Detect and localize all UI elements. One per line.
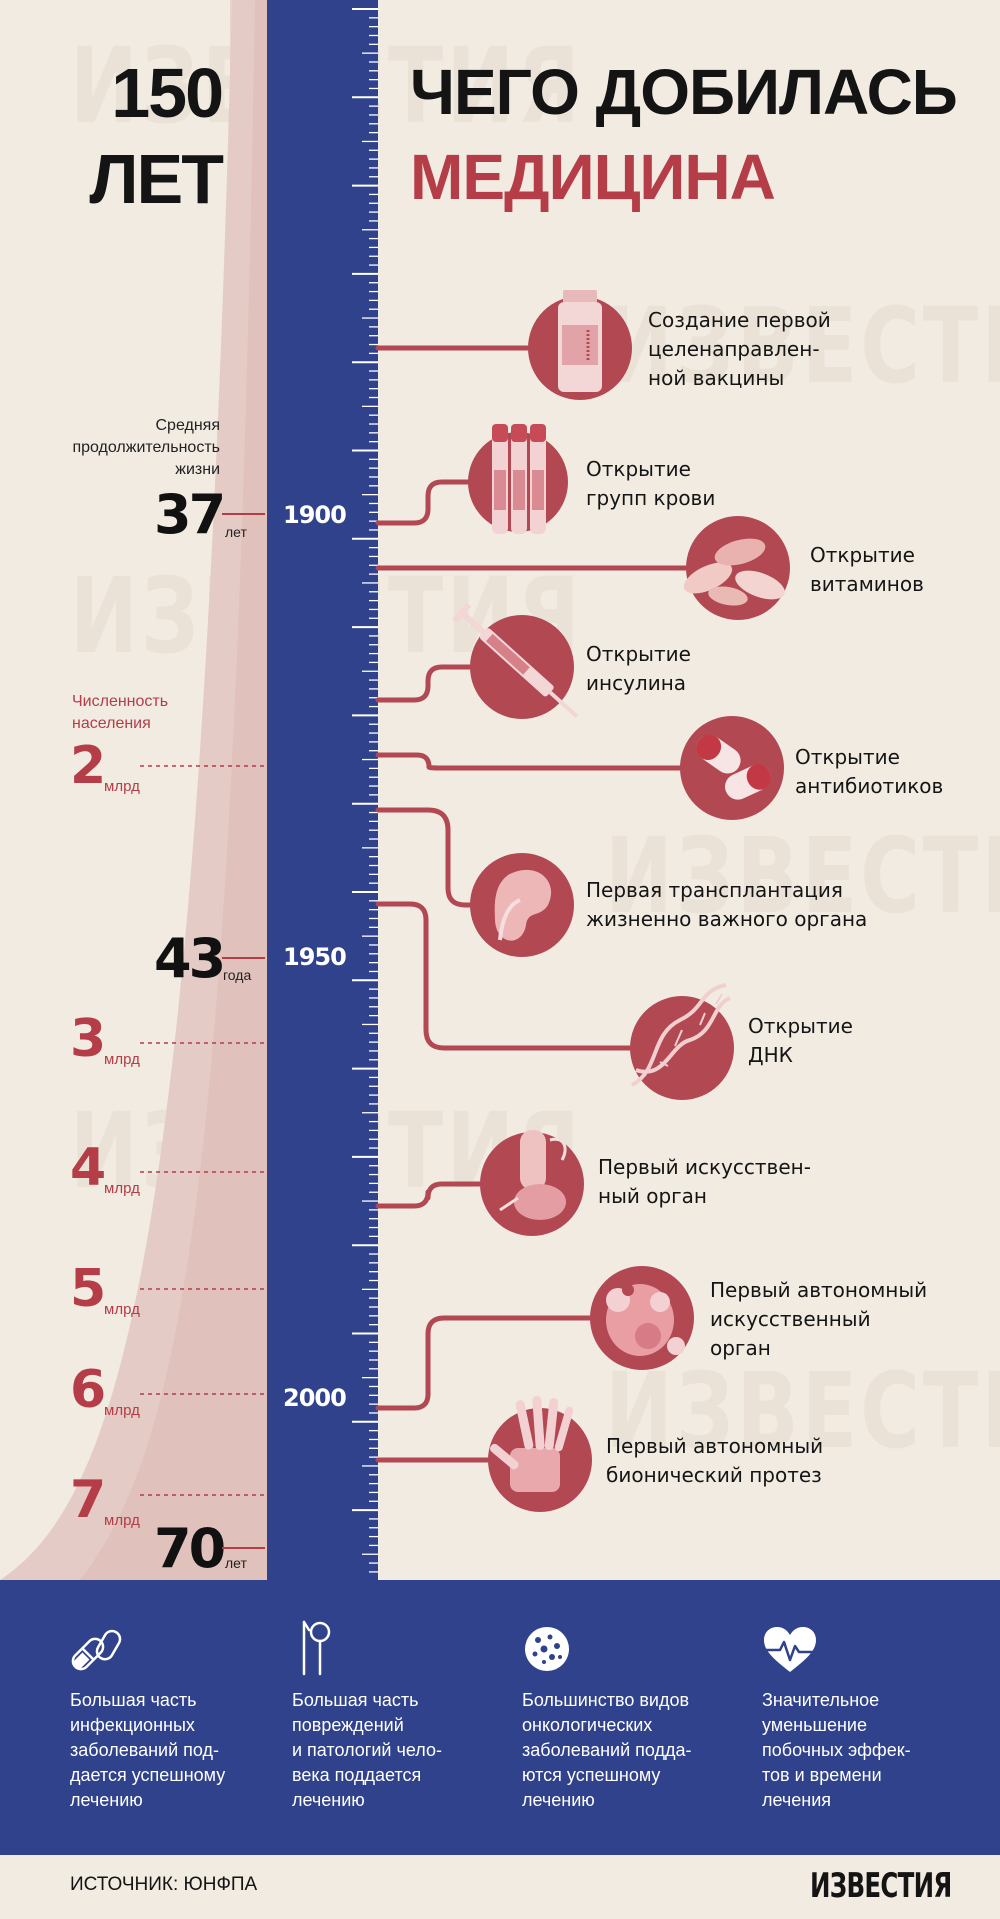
population-value: 4 (70, 1138, 107, 1198)
watermark: ИЗВЕСТИЯ (605, 1350, 1000, 1472)
watermark: ИЗВЕСТИЯ (605, 285, 1000, 407)
population-unit: млрд (104, 1301, 140, 1318)
event-label: Открытие витаминов (810, 543, 924, 596)
population-unit: млрд (104, 1180, 140, 1197)
benefits-panel: Большая часть инфекционных заболеваний п… (0, 1580, 1000, 1855)
artificial-heart-icon (590, 1266, 694, 1370)
event-label: Открытие инсулина (586, 642, 691, 695)
source-note: ИСТОЧНИК: ЮНФПА (70, 1874, 258, 1895)
blood-tubes-icon (468, 424, 568, 534)
event-label: Первый автономный искусственный орган (710, 1278, 928, 1360)
benefit-text: Большая часть повреждений и патологий че… (292, 1690, 442, 1810)
timeline-connectors (375, 345, 693, 1463)
life-expectancy-value: 37 (154, 483, 226, 546)
event-label: Первый автономный бионический протез (606, 1434, 824, 1487)
cancer-cell-icon (525, 1627, 569, 1671)
population-unit: млрд (104, 1512, 140, 1529)
event-label: Открытие групп крови (586, 457, 716, 510)
life-expectancy-caption: Средняя продолжительность жизни (72, 417, 220, 478)
benefit-text: Большая часть инфекционных заболеваний п… (70, 1690, 226, 1810)
event-label: Открытие антибиотиков (795, 745, 944, 798)
life-expectancy-value: 43 (154, 927, 226, 990)
title-years: ЛЕТ (89, 140, 224, 218)
syringe-icon (452, 602, 579, 719)
year-2000: 2000 (283, 1384, 347, 1412)
life-expectancy-value: 70 (154, 1517, 226, 1580)
year-1900: 1900 (283, 501, 347, 529)
life-expectancy-unit: года (223, 967, 252, 983)
population-value: 7 (70, 1470, 107, 1530)
title-150: 150 (111, 54, 224, 132)
timeline-scale (267, 0, 378, 1580)
bionic-hand-icon (488, 1395, 592, 1512)
surgical-instruments-icon (302, 1620, 331, 1676)
benefit-text: Большинство видов онкологических заболев… (522, 1690, 692, 1810)
vaccine-vial-icon (528, 290, 632, 400)
page-title: ЧЕГО ДОБИЛАСЬ (410, 56, 958, 128)
population-value: 5 (70, 1259, 107, 1319)
watermark: ИЗВЕСТИЯ (605, 815, 1000, 937)
antibiotic-pills-icon (680, 716, 784, 820)
artificial-organ-icon (480, 1130, 584, 1236)
event-label: Открытие ДНК (748, 1014, 853, 1067)
pills-icon (71, 1629, 122, 1671)
heartbeat-icon (764, 1627, 816, 1672)
page-title-accent: МЕДИЦИНА (410, 141, 776, 213)
population-value: 6 (70, 1360, 107, 1420)
kidney-icon (470, 853, 574, 957)
brand-logo: ИЗВЕСТИЯ (810, 1866, 952, 1906)
event-label: Создание первой целенаправлен- ной вакци… (648, 308, 831, 390)
year-1950: 1950 (283, 943, 347, 971)
timeline-ruler (352, 8, 378, 1573)
population-caption: Численность населения (72, 693, 169, 732)
population-value: 3 (70, 1009, 107, 1069)
event-label: Первый искусствен- ный орган (598, 1155, 811, 1208)
population-unit: млрд (104, 1051, 140, 1068)
event-label: Первая трансплантация жизненно важного о… (586, 878, 868, 931)
life-expectancy-unit: лет (225, 524, 247, 540)
life-expectancy-unit: лет (225, 1555, 247, 1571)
population-unit: млрд (104, 778, 140, 795)
population-curve (0, 0, 267, 1580)
dna-icon (630, 983, 734, 1100)
vitamin-capsules-icon (683, 516, 790, 620)
population-value: 2 (70, 736, 107, 796)
benefit-text: Значительное уменьшение побочных эффек- … (762, 1690, 911, 1810)
event-icons (452, 290, 790, 1512)
population-unit: млрд (104, 1402, 140, 1419)
